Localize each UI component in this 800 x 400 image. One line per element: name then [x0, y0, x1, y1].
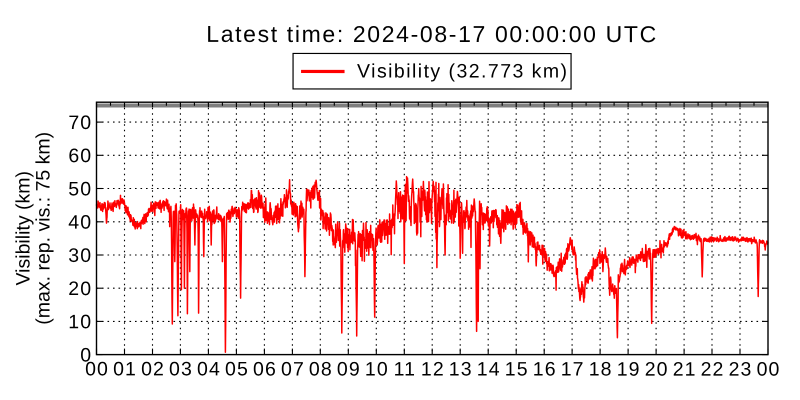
svg-text:Visibility (km): Visibility (km) — [12, 171, 34, 285]
svg-text:05: 05 — [225, 358, 249, 380]
svg-text:15: 15 — [505, 359, 529, 381]
svg-text:21: 21 — [673, 359, 697, 381]
svg-text:07: 07 — [281, 358, 305, 380]
svg-text:Visibility (32.773 km): Visibility (32.773 km) — [357, 60, 568, 82]
svg-text:19: 19 — [617, 359, 641, 381]
svg-text:22: 22 — [701, 359, 725, 381]
svg-text:01: 01 — [113, 358, 137, 380]
svg-text:23: 23 — [729, 359, 753, 381]
svg-text:13: 13 — [449, 359, 473, 381]
svg-text:60: 60 — [68, 145, 92, 167]
svg-text:02: 02 — [141, 358, 165, 380]
svg-text:09: 09 — [337, 358, 361, 380]
svg-text:12: 12 — [421, 358, 445, 380]
svg-text:11: 11 — [394, 358, 416, 380]
svg-text:70: 70 — [68, 112, 92, 134]
svg-text:10: 10 — [68, 311, 92, 333]
svg-text:04: 04 — [197, 358, 221, 380]
svg-text:20: 20 — [645, 359, 669, 381]
svg-text:14: 14 — [477, 359, 501, 381]
svg-text:03: 03 — [169, 358, 193, 380]
svg-text:50: 50 — [68, 178, 92, 200]
svg-text:40: 40 — [68, 212, 92, 234]
svg-text:(max. rep. vis.: 75 km): (max. rep. vis.: 75 km) — [32, 132, 54, 325]
svg-text:00: 00 — [757, 359, 781, 381]
svg-text:08: 08 — [309, 358, 333, 380]
svg-text:10: 10 — [365, 358, 389, 380]
svg-text:0: 0 — [80, 344, 92, 366]
svg-text:16: 16 — [533, 359, 557, 381]
svg-text:18: 18 — [589, 359, 613, 381]
svg-text:00: 00 — [85, 358, 109, 380]
svg-text:17: 17 — [561, 359, 585, 381]
svg-text:06: 06 — [253, 358, 277, 380]
svg-text:30: 30 — [68, 245, 92, 267]
svg-text:Latest time: 2024-08-17 00:00:: Latest time: 2024-08-17 00:00:00 UTC — [206, 21, 658, 47]
svg-text:20: 20 — [68, 278, 92, 300]
